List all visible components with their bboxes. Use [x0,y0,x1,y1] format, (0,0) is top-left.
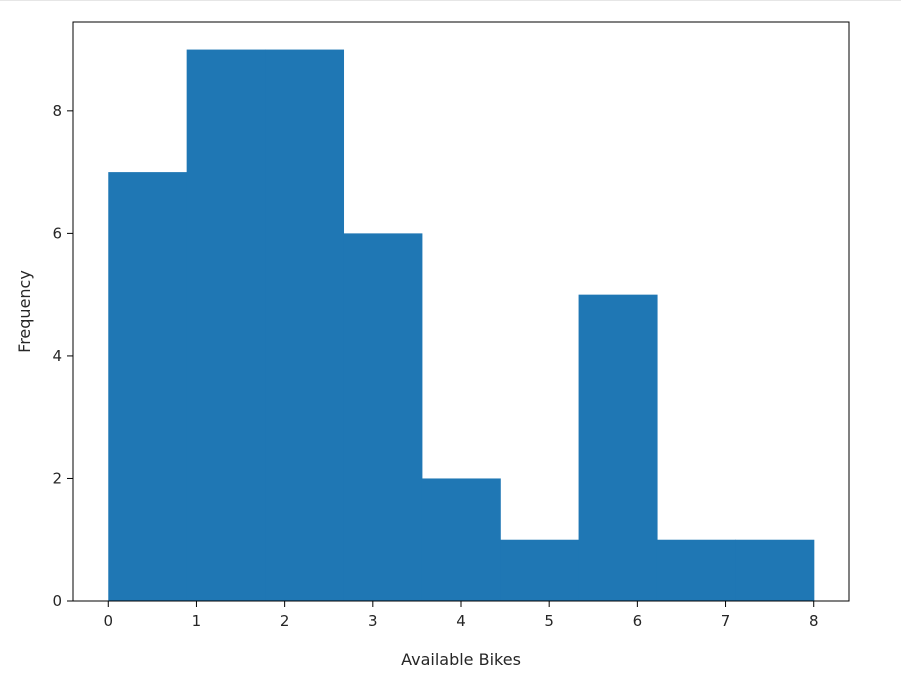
histogram-bar [578,294,658,601]
histogram-bar [265,49,345,602]
x-tick-label: 0 [103,612,113,630]
y-axis-ticks: 0 2 4 6 8 [52,102,73,610]
histogram-bar [421,478,501,601]
x-axis-label: Available Bikes [401,650,521,669]
histogram-bar [500,539,580,601]
bars-group [108,49,815,602]
x-tick-label: 6 [633,612,643,630]
histogram-bar [186,49,266,602]
y-tick-label: 6 [52,224,62,242]
x-tick-label: 8 [809,612,819,630]
y-tick-label: 4 [52,347,62,365]
y-axis-label: Frequency [15,270,34,353]
histogram-bar [343,233,423,601]
x-tick-label: 2 [280,612,290,630]
histogram-bar [656,539,736,601]
histogram-bar [735,539,815,601]
x-tick-label: 7 [721,612,731,630]
y-tick-label: 2 [52,469,62,487]
histogram-bar [108,172,188,601]
x-tick-label: 5 [544,612,554,630]
x-tick-label: 1 [192,612,202,630]
y-tick-label: 0 [52,592,62,610]
y-tick-label: 8 [52,102,62,120]
x-tick-label: 4 [456,612,466,630]
top-divider [0,0,901,1]
x-axis-ticks: 0 1 2 3 4 5 6 7 8 [103,601,819,630]
x-tick-label: 3 [368,612,378,630]
